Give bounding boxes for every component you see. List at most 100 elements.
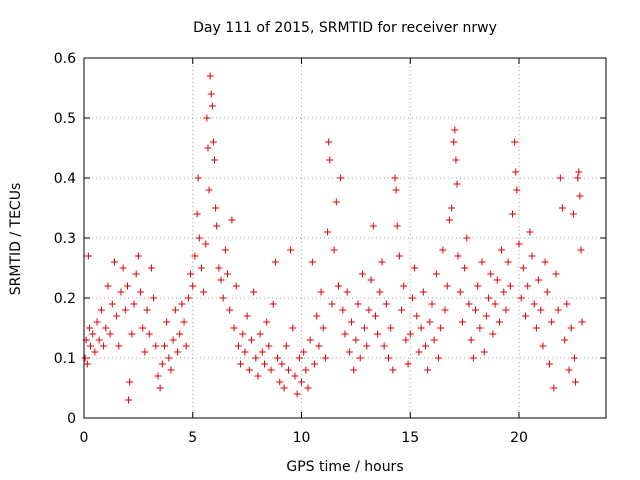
data-point	[125, 396, 133, 404]
data-point	[476, 324, 484, 332]
data-point	[271, 258, 279, 266]
data-point	[450, 138, 458, 146]
data-point	[126, 378, 134, 386]
y-tick-label: 0	[67, 411, 76, 427]
data-point	[217, 276, 225, 284]
data-point	[93, 318, 101, 326]
data-point	[232, 282, 240, 290]
data-point	[289, 324, 297, 332]
data-point	[334, 282, 342, 290]
data-point	[350, 366, 358, 374]
data-point	[502, 306, 510, 314]
data-point	[295, 354, 303, 362]
data-point	[437, 324, 445, 332]
data-point	[117, 288, 125, 296]
data-point	[315, 342, 323, 350]
axis-ticks	[83, 57, 606, 419]
data-point	[392, 186, 400, 194]
data-point	[145, 330, 153, 338]
data-point	[213, 222, 221, 230]
data-point	[252, 354, 260, 362]
plot-frame	[83, 57, 607, 419]
data-point	[124, 282, 131, 290]
data-point	[207, 90, 215, 98]
data-point	[491, 300, 499, 308]
data-point	[467, 336, 475, 344]
data-point	[550, 384, 558, 392]
data-point	[182, 342, 190, 350]
data-point	[239, 330, 247, 338]
data-point	[448, 204, 456, 212]
data-point	[380, 342, 388, 350]
data-point	[134, 252, 142, 260]
data-point	[230, 324, 238, 332]
data-point	[291, 372, 299, 380]
data-point	[280, 384, 288, 392]
data-point	[89, 330, 97, 338]
data-point	[108, 300, 116, 308]
data-point	[113, 312, 121, 320]
data-point	[287, 246, 295, 254]
data-point	[404, 360, 412, 368]
data-point	[567, 324, 575, 332]
data-point	[411, 264, 419, 272]
data-point	[311, 360, 319, 368]
data-point	[245, 366, 253, 374]
data-point	[184, 294, 192, 302]
data-point	[205, 186, 213, 194]
data-point	[480, 348, 488, 356]
data-point	[524, 282, 532, 290]
data-point	[545, 360, 553, 368]
data-point	[489, 330, 497, 338]
data-point	[478, 258, 486, 266]
data-point	[282, 342, 290, 350]
y-tick-label: 0.3	[54, 231, 76, 247]
chart-title: Day 111 of 2015, SRMTID for receiver nrw…	[193, 20, 497, 36]
data-point	[358, 270, 366, 278]
data-point	[165, 354, 173, 362]
data-point	[110, 258, 118, 266]
data-point	[413, 312, 421, 320]
data-point	[194, 174, 202, 182]
data-point	[300, 348, 308, 356]
data-point	[106, 330, 114, 338]
data-point	[176, 330, 184, 338]
data-point	[439, 246, 447, 254]
data-point	[432, 270, 440, 278]
data-point	[472, 306, 479, 314]
data-point	[317, 288, 325, 296]
data-point	[345, 348, 353, 356]
data-point	[180, 318, 188, 326]
data-point	[548, 318, 556, 326]
data-point	[221, 246, 229, 254]
y-tick-label: 0.4	[54, 171, 76, 187]
data-point	[504, 258, 512, 266]
data-point	[261, 360, 269, 368]
data-point	[130, 300, 138, 308]
data-point	[276, 378, 284, 386]
data-point	[81, 354, 89, 362]
data-point	[128, 330, 136, 338]
data-point	[428, 300, 436, 308]
data-point	[526, 228, 534, 236]
data-point	[511, 138, 519, 146]
data-point	[389, 366, 397, 374]
data-point	[426, 318, 434, 326]
data-point	[395, 252, 403, 260]
tick-labels: 0 0.1 0.2 0.3 0.4 0.5 0.6 0 5 10 15 20	[54, 51, 528, 446]
data-point	[382, 300, 390, 308]
data-point	[224, 270, 232, 278]
data-point	[91, 348, 99, 356]
data-point	[451, 126, 459, 134]
data-point	[535, 276, 543, 284]
data-point	[274, 354, 282, 362]
x-tick-label: 20	[510, 430, 528, 446]
data-point	[308, 258, 316, 266]
data-point	[519, 264, 527, 272]
data-point	[487, 270, 495, 278]
data-point	[325, 138, 333, 146]
data-point	[378, 258, 386, 266]
data-point	[319, 324, 327, 332]
data-point	[278, 360, 286, 368]
data-point	[85, 324, 93, 332]
